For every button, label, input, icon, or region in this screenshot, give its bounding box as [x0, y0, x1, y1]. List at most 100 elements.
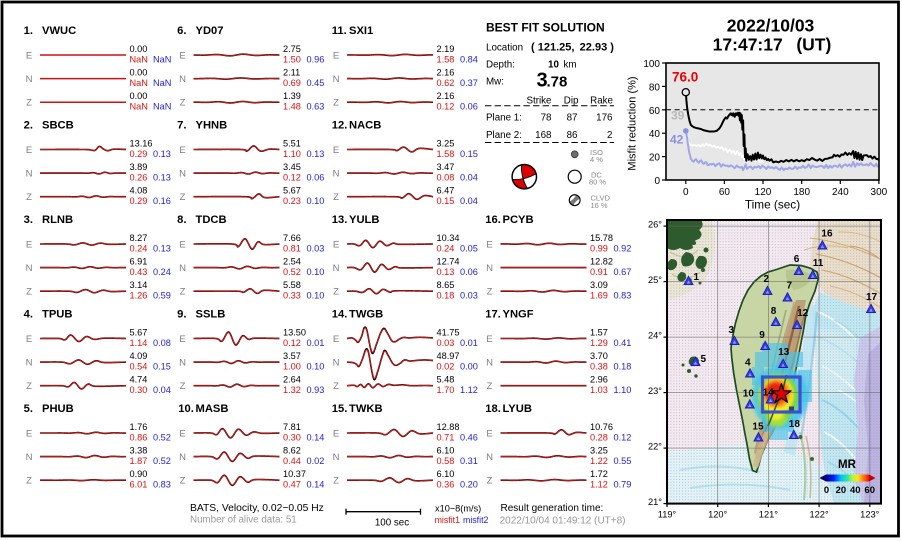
svg-text:N: N [333, 169, 340, 180]
svg-text:0.16: 0.16 [153, 196, 171, 206]
svg-text:8.62: 8.62 [283, 446, 301, 456]
svg-text:3: 3 [537, 70, 548, 92]
svg-text:0.31: 0.31 [460, 456, 478, 466]
svg-text:TWKB: TWKB [349, 403, 383, 415]
svg-text:Z: Z [180, 98, 186, 109]
svg-text:BEST FIT SOLUTION: BEST FIT SOLUTION [486, 21, 605, 35]
svg-text:( 121.25, 22.93 ): ( 121.25, 22.93 ) [531, 41, 614, 53]
svg-text:5.67: 5.67 [130, 328, 148, 338]
svg-text:0.83: 0.83 [153, 480, 171, 490]
svg-text:7.81: 7.81 [283, 422, 301, 432]
svg-text:10.: 10. [178, 403, 194, 415]
svg-text:MASB: MASB [196, 403, 229, 415]
svg-text:22°: 22° [648, 442, 662, 452]
svg-text:48.97: 48.97 [437, 351, 460, 361]
svg-text:N: N [26, 169, 33, 180]
svg-text:12.74: 12.74 [437, 257, 460, 267]
svg-text:0.90: 0.90 [130, 469, 148, 479]
svg-text:N: N [486, 358, 493, 369]
svg-text:RLNB: RLNB [42, 214, 73, 226]
svg-text:11: 11 [813, 258, 824, 269]
svg-text:1.48: 1.48 [283, 102, 301, 112]
svg-text:0.37: 0.37 [460, 78, 478, 88]
svg-text:2.54: 2.54 [283, 257, 301, 267]
svg-text:MR: MR [838, 459, 857, 471]
svg-text:0.00: 0.00 [130, 44, 148, 54]
svg-text:9.: 9. [177, 309, 186, 321]
svg-text:YD07: YD07 [196, 25, 224, 37]
svg-text:0.15: 0.15 [153, 361, 171, 371]
svg-text:12: 12 [797, 308, 809, 319]
svg-text:Z: Z [26, 287, 32, 298]
svg-text:0.04: 0.04 [153, 385, 171, 395]
svg-text:Rake: Rake [590, 95, 613, 106]
svg-text:SXI1: SXI1 [349, 25, 373, 37]
svg-text:Z: Z [333, 192, 339, 203]
svg-text:0.52: 0.52 [153, 456, 171, 466]
svg-text:NaN: NaN [130, 102, 148, 112]
svg-text:E: E [179, 240, 185, 251]
svg-text:15: 15 [752, 422, 764, 433]
svg-text:Time (sec): Time (sec) [745, 198, 800, 212]
svg-text:1.29: 1.29 [590, 338, 608, 348]
svg-text:12.: 12. [332, 120, 348, 132]
svg-text:PHUB: PHUB [42, 403, 74, 415]
svg-text:0.12: 0.12 [283, 172, 301, 182]
svg-text:YNGF: YNGF [503, 309, 534, 321]
svg-text:0.30: 0.30 [130, 385, 148, 395]
svg-text:12.82: 12.82 [590, 257, 613, 267]
svg-text:300: 300 [871, 187, 888, 198]
svg-text:86: 86 [567, 130, 578, 141]
svg-text:24°: 24° [648, 331, 662, 341]
svg-text:0.84: 0.84 [460, 54, 478, 64]
svg-text:87: 87 [567, 112, 578, 123]
svg-text:17:47:17 (UT): 17:47:17 (UT) [713, 35, 832, 55]
svg-text:0.12: 0.12 [283, 338, 301, 348]
svg-text:Plane 1:: Plane 1: [486, 112, 522, 123]
svg-text:E: E [333, 240, 339, 251]
svg-text:1.: 1. [24, 25, 33, 37]
svg-text:0.05: 0.05 [460, 243, 478, 253]
svg-text:0.93: 0.93 [307, 385, 325, 395]
svg-text:3.14: 3.14 [130, 280, 148, 290]
svg-text:0.00: 0.00 [460, 361, 478, 371]
svg-text:180: 180 [793, 187, 810, 198]
svg-text:4: 4 [745, 358, 751, 369]
svg-text:Z: Z [333, 381, 339, 392]
svg-text:6.01: 6.01 [130, 480, 148, 490]
svg-text:80 %: 80 % [589, 178, 606, 187]
svg-text:E: E [333, 145, 339, 156]
svg-text:12.88: 12.88 [437, 422, 460, 432]
svg-text:.78: .78 [547, 74, 568, 91]
svg-text:13: 13 [778, 347, 790, 358]
svg-text:2.11: 2.11 [283, 68, 300, 78]
svg-text:E: E [486, 429, 492, 440]
svg-text:1.03: 1.03 [590, 385, 608, 395]
svg-text:0.10: 0.10 [307, 267, 325, 277]
svg-text:176: 176 [596, 112, 613, 123]
svg-text:11.: 11. [332, 25, 347, 37]
svg-text:0.24: 0.24 [153, 267, 171, 277]
svg-text:6: 6 [794, 254, 800, 265]
svg-text:PCYB: PCYB [503, 214, 534, 226]
svg-text:0.28: 0.28 [590, 432, 608, 442]
svg-text:0.81: 0.81 [283, 243, 301, 253]
svg-text:16: 16 [821, 229, 833, 240]
svg-text:4 %: 4 % [590, 155, 603, 164]
svg-text:NaN: NaN [153, 78, 171, 88]
svg-text:NaN: NaN [153, 102, 171, 112]
svg-text:0.10: 0.10 [307, 196, 325, 206]
svg-text:0.15: 0.15 [437, 196, 455, 206]
svg-text:0.02: 0.02 [307, 456, 325, 466]
svg-text:Number of alive data: 51: Number of alive data: 51 [190, 514, 297, 525]
svg-text:2.96: 2.96 [590, 375, 608, 385]
svg-text:0.15: 0.15 [460, 149, 478, 159]
svg-text:N: N [179, 74, 186, 85]
svg-text:N: N [179, 452, 186, 463]
svg-text:17: 17 [866, 292, 878, 303]
svg-text:Z: Z [180, 192, 186, 203]
svg-text:0.24: 0.24 [130, 243, 148, 253]
svg-text:168: 168 [535, 130, 552, 141]
svg-text:1.58: 1.58 [437, 149, 455, 159]
svg-text:0.58: 0.58 [437, 456, 455, 466]
